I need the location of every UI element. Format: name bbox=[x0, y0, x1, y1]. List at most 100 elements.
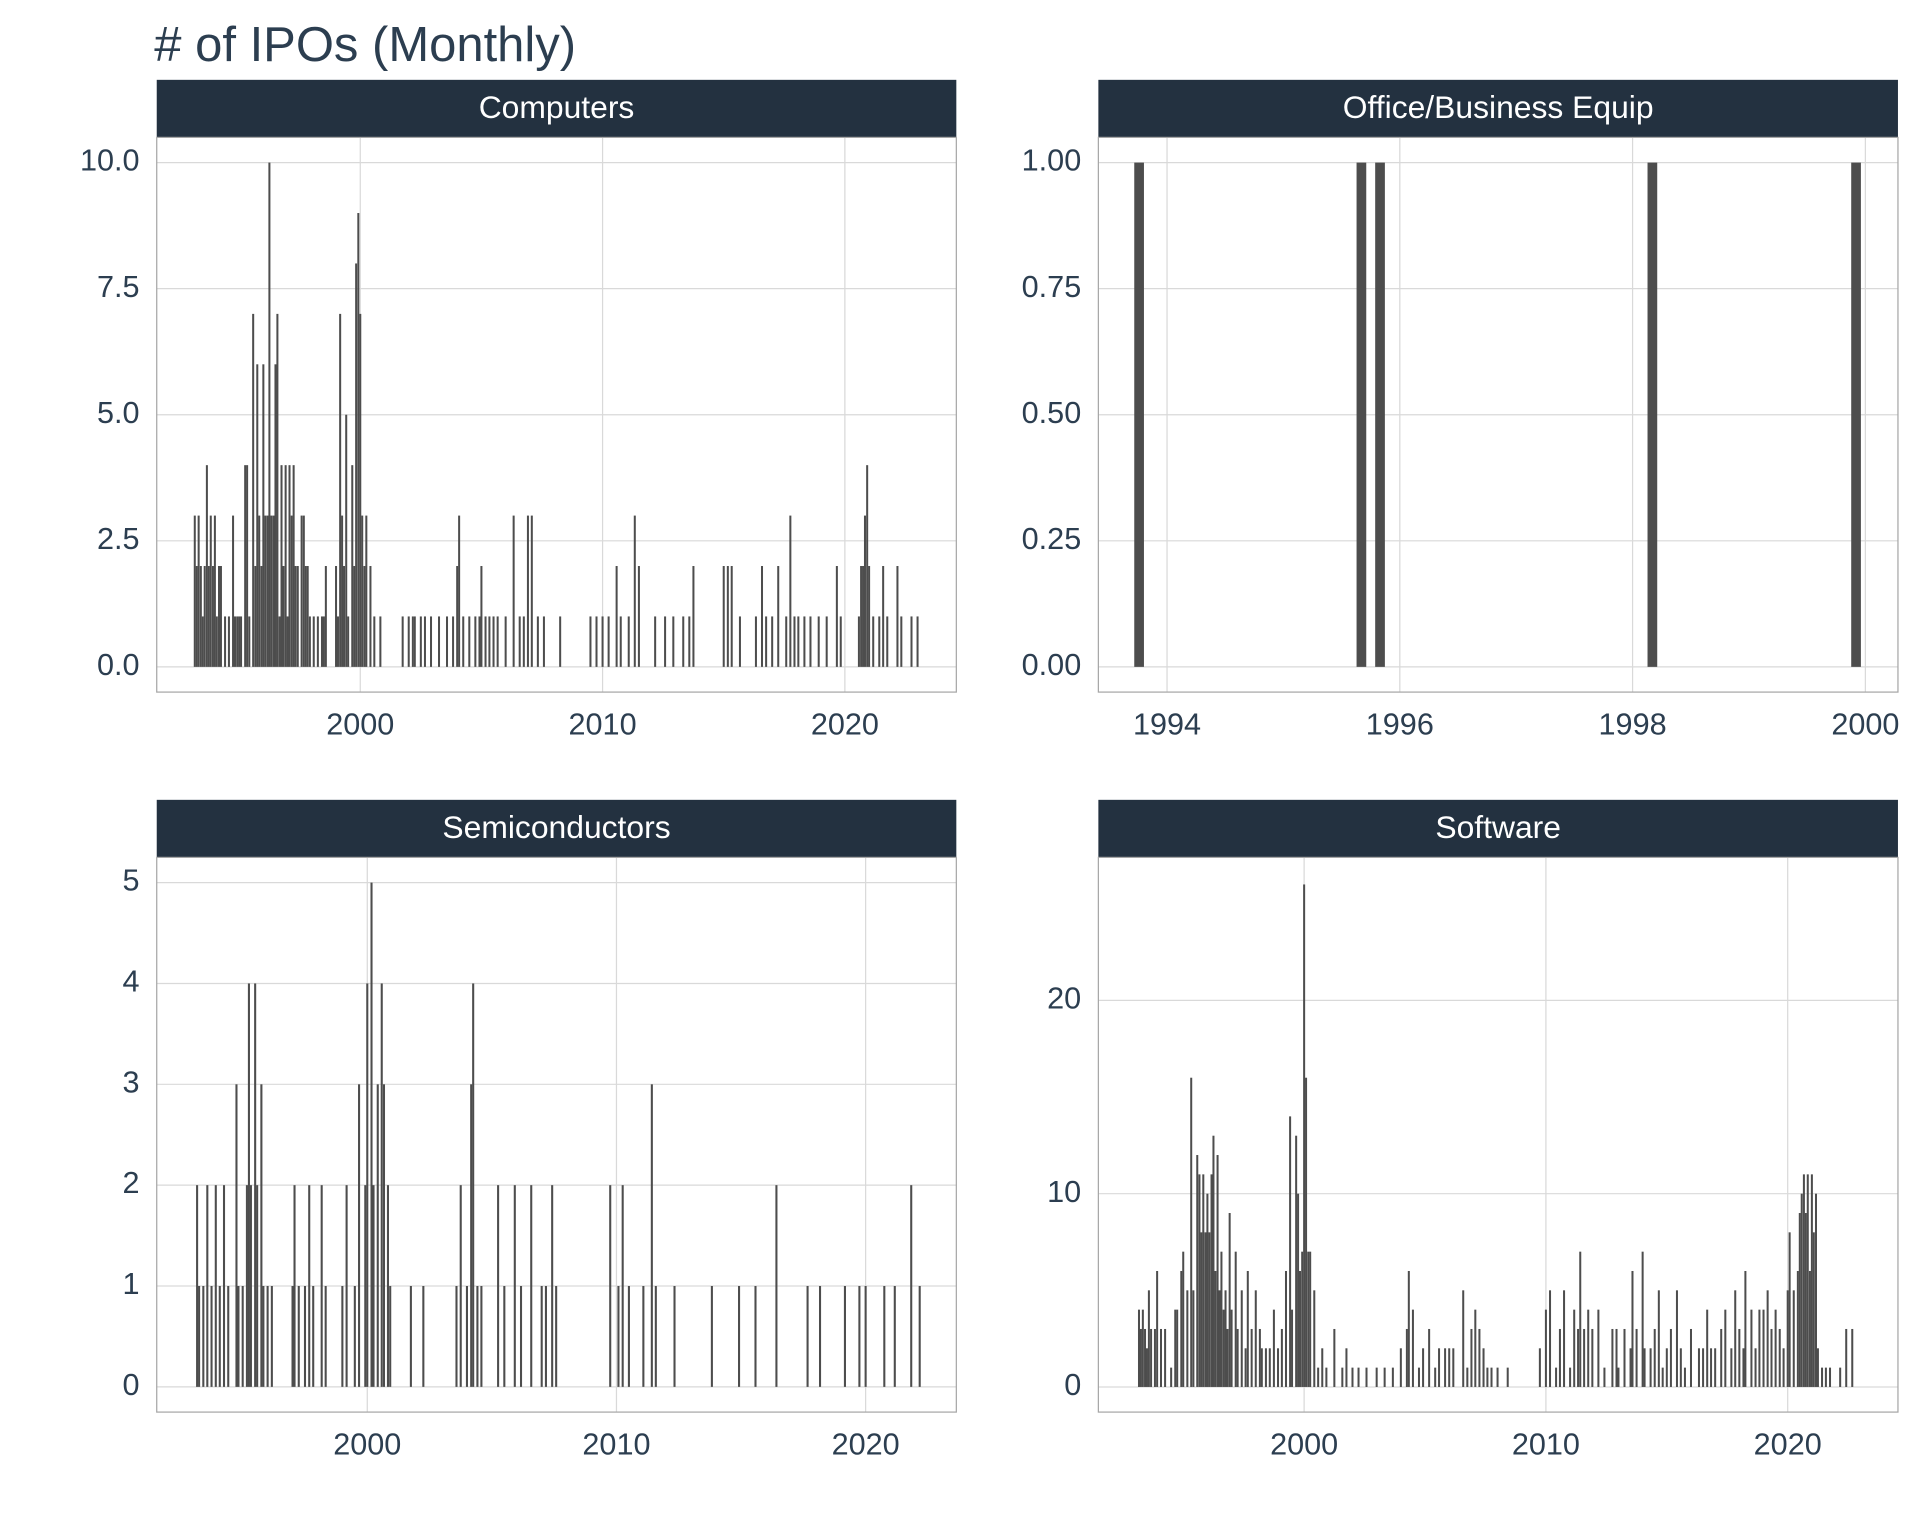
bar bbox=[765, 616, 768, 667]
bar bbox=[324, 566, 327, 667]
bar bbox=[386, 1185, 390, 1387]
y-tick-label: 4 bbox=[123, 965, 140, 999]
bar bbox=[345, 414, 348, 667]
bar bbox=[1629, 1348, 1632, 1387]
bar bbox=[316, 616, 319, 667]
y-tick-label: 7.5 bbox=[97, 270, 140, 304]
bar bbox=[916, 616, 919, 667]
bar bbox=[260, 566, 263, 667]
bar bbox=[607, 616, 610, 667]
bar bbox=[1224, 1290, 1227, 1387]
bar bbox=[1778, 1328, 1781, 1387]
bar bbox=[213, 515, 216, 667]
bar bbox=[619, 616, 622, 667]
bar bbox=[1383, 1367, 1386, 1387]
bar bbox=[361, 515, 364, 667]
bar bbox=[1153, 1328, 1156, 1387]
bar bbox=[302, 515, 305, 667]
bar bbox=[218, 1286, 221, 1387]
bar bbox=[1186, 1290, 1189, 1387]
bar bbox=[868, 566, 871, 667]
bar bbox=[1260, 1348, 1263, 1387]
bar bbox=[1202, 1174, 1205, 1387]
bar bbox=[1174, 1309, 1177, 1387]
y-tick-label: 10.0 bbox=[80, 144, 140, 178]
bar bbox=[1134, 162, 1144, 667]
bar bbox=[682, 616, 685, 667]
bar bbox=[245, 1185, 248, 1387]
bar bbox=[1212, 1135, 1215, 1387]
bar bbox=[1816, 1348, 1819, 1387]
bar bbox=[664, 616, 667, 667]
bar bbox=[294, 566, 297, 667]
bar bbox=[366, 983, 369, 1387]
bar bbox=[722, 566, 725, 667]
bar bbox=[276, 313, 279, 667]
bar bbox=[710, 1286, 713, 1387]
bar bbox=[1182, 1251, 1185, 1387]
bar bbox=[1208, 1232, 1211, 1387]
bar bbox=[1277, 1348, 1280, 1387]
bar bbox=[306, 566, 309, 667]
bar bbox=[803, 616, 806, 667]
bar bbox=[1683, 1367, 1686, 1387]
bar bbox=[1462, 1290, 1465, 1387]
x-tick-label: 1994 bbox=[1133, 707, 1201, 741]
bar bbox=[422, 1286, 425, 1387]
bar bbox=[472, 983, 475, 1387]
bar bbox=[335, 566, 338, 667]
bar bbox=[1558, 1328, 1561, 1387]
bar bbox=[365, 515, 368, 667]
bar bbox=[1766, 1290, 1769, 1387]
bar bbox=[492, 616, 495, 667]
panel-frame bbox=[1097, 136, 1899, 693]
bar bbox=[617, 1286, 620, 1387]
bar bbox=[227, 1286, 230, 1387]
bar bbox=[530, 515, 533, 667]
bar bbox=[244, 465, 247, 667]
bar bbox=[1730, 1348, 1733, 1387]
bar bbox=[196, 1185, 199, 1387]
bar bbox=[339, 313, 342, 667]
y-tick-label: 5.0 bbox=[97, 396, 140, 430]
panel-frame bbox=[156, 856, 957, 1413]
bar bbox=[284, 465, 287, 667]
bar bbox=[1196, 1155, 1199, 1387]
bar bbox=[1742, 1348, 1745, 1387]
bar bbox=[1798, 1213, 1801, 1387]
bar bbox=[1198, 1174, 1201, 1387]
panel: Office/Business Equip 0.00 0.25 0.50 0.75 1.0… bbox=[1022, 79, 1899, 741]
bar bbox=[609, 1185, 612, 1387]
bar bbox=[1824, 1367, 1827, 1387]
y-tick-label: 5 bbox=[123, 864, 140, 898]
strip-label: Office/Business Equip bbox=[1343, 89, 1654, 125]
bar bbox=[1268, 1348, 1271, 1387]
bar bbox=[364, 1185, 367, 1387]
bar bbox=[266, 1286, 269, 1387]
bar bbox=[900, 616, 903, 667]
bar bbox=[1762, 1309, 1765, 1387]
bar bbox=[1230, 1309, 1233, 1387]
bar bbox=[1399, 1348, 1402, 1387]
bar bbox=[1734, 1290, 1737, 1387]
bar bbox=[312, 1286, 315, 1387]
bar bbox=[288, 465, 291, 667]
bar bbox=[1222, 1309, 1225, 1387]
bar bbox=[304, 566, 307, 667]
bar bbox=[1603, 1367, 1606, 1387]
bar bbox=[1720, 1328, 1723, 1387]
bar bbox=[1661, 1367, 1664, 1387]
bar bbox=[458, 515, 461, 667]
bar bbox=[601, 616, 604, 667]
bar bbox=[389, 1286, 392, 1387]
bar bbox=[1738, 1328, 1741, 1387]
bar bbox=[1665, 1348, 1668, 1387]
bar bbox=[522, 616, 525, 667]
bar bbox=[382, 1084, 386, 1387]
bar bbox=[324, 1286, 327, 1387]
bar bbox=[236, 616, 239, 667]
bar bbox=[858, 1286, 861, 1387]
bar bbox=[1405, 1328, 1408, 1387]
x-tick-label: 2000 bbox=[326, 707, 394, 741]
bar bbox=[1218, 1290, 1221, 1387]
